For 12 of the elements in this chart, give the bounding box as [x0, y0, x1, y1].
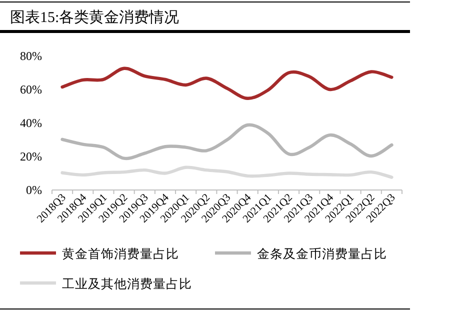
line-series [60, 123, 394, 160]
line-series [60, 166, 394, 179]
y-tick-label: 0% [26, 183, 42, 197]
chart-title: 图表15:各类黄金消费情况 [10, 9, 180, 26]
legend-label: 金条及金币消费量占比 [257, 247, 387, 261]
y-tick-label: 40% [20, 116, 42, 130]
legend-label: 工业及其他消费量占比 [62, 277, 192, 291]
legend-label: 黄金首饰消费量占比 [62, 247, 179, 261]
y-tick-label: 80% [20, 49, 42, 63]
y-tick-label: 60% [20, 82, 42, 96]
y-tick-label: 20% [20, 150, 42, 164]
line-series [60, 66, 394, 100]
